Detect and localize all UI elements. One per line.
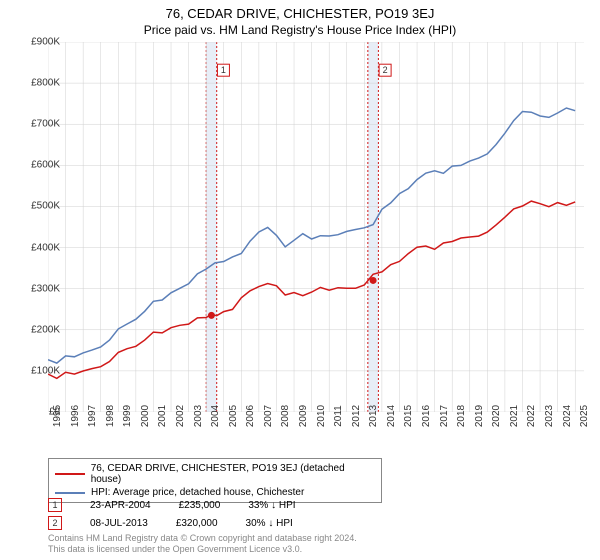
x-axis-label: 2005 <box>228 405 239 427</box>
x-axis-label: 2004 <box>210 405 221 427</box>
x-axis-label: 2012 <box>351 405 362 427</box>
sale-row-2: 2 08-JUL-2013 £320,000 30% ↓ HPI <box>48 516 293 530</box>
y-axis-label: £900K <box>31 37 60 48</box>
sale-price-1: £235,000 <box>179 500 221 511</box>
svg-text:2: 2 <box>383 65 388 75</box>
x-axis-label: 2021 <box>509 405 520 427</box>
legend-swatch-hpi <box>55 492 85 494</box>
x-axis-label: 1999 <box>122 405 133 427</box>
chart-subtitle: Price paid vs. HM Land Registry's House … <box>0 21 600 41</box>
x-axis-label: 2001 <box>157 405 168 427</box>
x-axis-label: 2022 <box>526 405 537 427</box>
sale-marker-1: 1 <box>48 498 62 512</box>
x-axis-label: 2018 <box>456 405 467 427</box>
x-axis-label: 2000 <box>140 405 151 427</box>
svg-text:1: 1 <box>221 65 226 75</box>
sale-marker-2: 2 <box>48 516 62 530</box>
footer-line-1: Contains HM Land Registry data © Crown c… <box>48 533 357 545</box>
x-axis-label: 2011 <box>333 405 344 427</box>
x-axis-label: 2002 <box>175 405 186 427</box>
sale-pct-1: 33% ↓ HPI <box>248 500 295 511</box>
y-axis-label: £100K <box>31 365 60 376</box>
x-axis-label: 2016 <box>421 405 432 427</box>
y-axis-label: £200K <box>31 324 60 335</box>
x-axis-label: 1996 <box>70 405 81 427</box>
x-axis-label: 2023 <box>544 405 555 427</box>
footer: Contains HM Land Registry data © Crown c… <box>48 533 357 556</box>
sale-date-1: 23-APR-2004 <box>90 500 151 511</box>
y-axis-label: £800K <box>31 78 60 89</box>
x-axis-label: 1997 <box>87 405 98 427</box>
legend-label-property: 76, CEDAR DRIVE, CHICHESTER, PO19 3EJ (d… <box>91 463 375 485</box>
sale-price-2: £320,000 <box>176 518 218 529</box>
x-axis-label: 1998 <box>105 405 116 427</box>
y-axis-label: £400K <box>31 242 60 253</box>
legend-swatch-property <box>55 473 85 475</box>
x-axis-label: 2010 <box>316 405 327 427</box>
x-axis-label: 2007 <box>263 405 274 427</box>
x-axis-label: 2013 <box>368 405 379 427</box>
legend-row-property: 76, CEDAR DRIVE, CHICHESTER, PO19 3EJ (d… <box>55 462 375 486</box>
x-axis-label: 2015 <box>403 405 414 427</box>
x-axis-label: 2024 <box>562 405 573 427</box>
x-axis-label: 2017 <box>439 405 450 427</box>
chart-plot-area: 12 <box>48 42 584 412</box>
y-axis-label: £500K <box>31 201 60 212</box>
legend-label-hpi: HPI: Average price, detached house, Chic… <box>91 487 304 498</box>
x-axis-label: 2003 <box>193 405 204 427</box>
x-axis-label: 1995 <box>52 405 63 427</box>
chart-svg: 12 <box>48 42 584 412</box>
x-axis-label: 2025 <box>579 405 590 427</box>
y-axis-label: £600K <box>31 160 60 171</box>
x-axis-label: 2008 <box>280 405 291 427</box>
sale-pct-2: 30% ↓ HPI <box>246 518 293 529</box>
x-axis-label: 2020 <box>491 405 502 427</box>
x-axis-label: 2019 <box>474 405 485 427</box>
legend: 76, CEDAR DRIVE, CHICHESTER, PO19 3EJ (d… <box>48 458 382 503</box>
sale-row-1: 1 23-APR-2004 £235,000 33% ↓ HPI <box>48 498 296 512</box>
x-axis-label: 2009 <box>298 405 309 427</box>
chart-title: 76, CEDAR DRIVE, CHICHESTER, PO19 3EJ <box>0 0 600 21</box>
y-axis-label: £700K <box>31 119 60 130</box>
x-axis-label: 2014 <box>386 405 397 427</box>
y-axis-label: £300K <box>31 283 60 294</box>
x-axis-label: 2006 <box>245 405 256 427</box>
footer-line-2: This data is licensed under the Open Gov… <box>48 544 357 556</box>
sale-date-2: 08-JUL-2013 <box>90 518 148 529</box>
